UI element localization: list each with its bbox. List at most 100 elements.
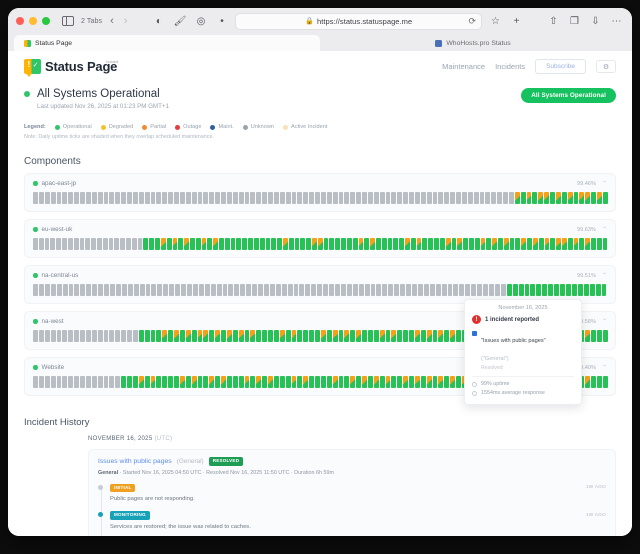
uptime-tick[interactable] xyxy=(350,330,356,342)
share-icon[interactable]: ⇧ xyxy=(549,15,558,27)
uptime-tick[interactable] xyxy=(287,284,293,296)
uptime-tick[interactable] xyxy=(585,192,591,204)
uptime-tick[interactable] xyxy=(91,192,97,204)
uptime-tick[interactable] xyxy=(309,192,314,204)
uptime-tick[interactable] xyxy=(432,192,438,204)
uptime-tick[interactable] xyxy=(530,284,536,296)
uptime-tick[interactable] xyxy=(373,192,379,204)
uptime-tick[interactable] xyxy=(50,284,56,296)
uptime-tick[interactable] xyxy=(197,330,203,342)
uptime-tick[interactable] xyxy=(297,330,303,342)
uptime-tick[interactable] xyxy=(150,376,156,388)
back-icon[interactable]: ‹ xyxy=(110,15,114,27)
uptime-tick[interactable] xyxy=(509,238,515,250)
uptime-tick[interactable] xyxy=(97,192,103,204)
component-card[interactable]: na-central-us 99.51% ⌃ xyxy=(24,265,616,304)
uptime-tick[interactable] xyxy=(74,330,79,342)
uptime-tick[interactable] xyxy=(323,238,329,250)
uptime-tick[interactable] xyxy=(453,284,459,296)
uptime-tick[interactable] xyxy=(246,284,252,296)
uptime-tick[interactable] xyxy=(230,238,236,250)
uptime-tick[interactable] xyxy=(362,330,367,342)
uptime-tick[interactable] xyxy=(544,192,549,204)
uptime-tick[interactable] xyxy=(561,192,567,204)
uptime-tick[interactable] xyxy=(109,192,115,204)
uptime-tick[interactable] xyxy=(74,192,79,204)
uptime-tick[interactable] xyxy=(256,376,262,388)
uptime-tick[interactable] xyxy=(403,376,408,388)
uptime-tick[interactable] xyxy=(346,284,352,296)
uptime-tick[interactable] xyxy=(602,192,608,204)
uptime-tick[interactable] xyxy=(268,376,273,388)
uptime-tick[interactable] xyxy=(186,284,192,296)
uptime-tick[interactable] xyxy=(506,284,512,296)
tooltip-incident-item[interactable]: "Issues with public pages" ("General") R… xyxy=(472,329,574,371)
uptime-tick[interactable] xyxy=(585,330,591,342)
uptime-tick[interactable] xyxy=(297,376,303,388)
uptime-tick[interactable] xyxy=(203,330,209,342)
uptime-tick[interactable] xyxy=(520,192,526,204)
uptime-tick[interactable] xyxy=(338,192,344,204)
uptime-tick[interactable] xyxy=(168,376,173,388)
uptime-tick[interactable] xyxy=(253,238,259,250)
uptime-tick[interactable] xyxy=(184,238,189,250)
uptime-tick[interactable] xyxy=(441,284,447,296)
uptime-tick[interactable] xyxy=(275,284,281,296)
uptime-tick[interactable] xyxy=(385,330,391,342)
uptime-tick[interactable] xyxy=(115,192,121,204)
uptime-tick[interactable] xyxy=(44,192,50,204)
uptime-tick[interactable] xyxy=(579,238,585,250)
uptime-tick[interactable] xyxy=(315,376,320,388)
uptime-tick[interactable] xyxy=(244,192,250,204)
uptime-tick[interactable] xyxy=(346,238,352,250)
uptime-tick[interactable] xyxy=(38,192,44,204)
uptime-tick[interactable] xyxy=(457,238,463,250)
uptime-tick[interactable] xyxy=(409,376,414,388)
uptime-tick[interactable] xyxy=(317,284,323,296)
uptime-tick[interactable] xyxy=(252,284,258,296)
uptime-tick[interactable] xyxy=(209,330,215,342)
uptime-tick[interactable] xyxy=(364,284,370,296)
uptime-tick[interactable] xyxy=(144,376,150,388)
uptime-tick[interactable] xyxy=(179,376,185,388)
uptime-tick[interactable] xyxy=(315,192,320,204)
uptime-tick[interactable] xyxy=(542,284,548,296)
shield-icon[interactable]: ◎ xyxy=(196,15,206,27)
uptime-tick[interactable] xyxy=(238,330,244,342)
uptime-tick[interactable] xyxy=(68,330,74,342)
uptime-tick[interactable] xyxy=(326,376,332,388)
uptime-tick[interactable] xyxy=(400,284,406,296)
uptime-tick[interactable] xyxy=(138,376,144,388)
tab-status-page[interactable]: Status Page xyxy=(14,35,320,51)
uptime-tick[interactable] xyxy=(379,376,385,388)
uptime-tick[interactable] xyxy=(191,192,197,204)
uptime-tick[interactable] xyxy=(120,238,125,250)
uptime-tick[interactable] xyxy=(216,284,222,296)
uptime-tick[interactable] xyxy=(352,238,358,250)
uptime-tick[interactable] xyxy=(312,238,317,250)
uptime-tick[interactable] xyxy=(127,376,132,388)
uptime-tick[interactable] xyxy=(370,284,376,296)
uptime-tick[interactable] xyxy=(518,284,524,296)
uptime-tick[interactable] xyxy=(185,330,191,342)
uptime-tick[interactable] xyxy=(602,330,608,342)
uptime-tick[interactable] xyxy=(163,284,169,296)
uptime-tick[interactable] xyxy=(591,376,596,388)
uptime-tick[interactable] xyxy=(121,284,127,296)
uptime-tick[interactable] xyxy=(160,238,166,250)
uptime-tick[interactable] xyxy=(294,238,300,250)
uptime-tick[interactable] xyxy=(85,376,91,388)
uptime-tick[interactable] xyxy=(536,284,542,296)
uptime-tick[interactable] xyxy=(498,238,503,250)
uptime-tick[interactable] xyxy=(103,376,109,388)
uptime-tick[interactable] xyxy=(108,238,114,250)
uptime-tick[interactable] xyxy=(561,238,567,250)
uptime-tick[interactable] xyxy=(601,284,607,296)
uptime-tick[interactable] xyxy=(416,238,422,250)
nav-link-incidents[interactable]: Incidents xyxy=(495,62,526,71)
uptime-tick[interactable] xyxy=(521,238,527,250)
uptime-tick[interactable] xyxy=(367,330,373,342)
uptime-tick[interactable] xyxy=(526,192,532,204)
uptime-tick[interactable] xyxy=(191,376,197,388)
uptime-tick[interactable] xyxy=(288,238,294,250)
